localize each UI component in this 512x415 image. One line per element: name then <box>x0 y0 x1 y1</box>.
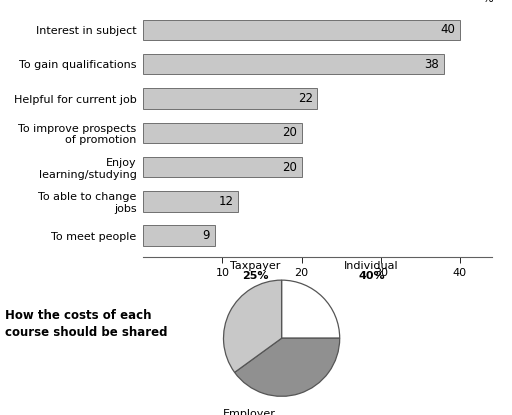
Wedge shape <box>282 280 339 338</box>
Text: 40%: 40% <box>358 271 385 281</box>
Text: 25%: 25% <box>242 271 269 281</box>
Text: Employer: Employer <box>223 409 276 415</box>
Bar <box>143 54 444 75</box>
Text: 20: 20 <box>282 161 297 173</box>
Text: %: % <box>482 0 493 4</box>
Text: 12: 12 <box>219 195 233 208</box>
Bar <box>143 225 215 246</box>
Wedge shape <box>224 280 282 372</box>
Bar <box>143 191 238 212</box>
Text: 38: 38 <box>424 58 439 71</box>
Text: Taxpayer: Taxpayer <box>230 261 281 271</box>
Bar <box>143 157 302 177</box>
Text: 40: 40 <box>440 23 455 37</box>
Bar <box>143 122 302 143</box>
Text: Individual: Individual <box>345 261 399 271</box>
Text: 22: 22 <box>297 92 313 105</box>
Bar <box>143 88 317 109</box>
Text: How the costs of each
course should be shared: How the costs of each course should be s… <box>5 309 167 339</box>
Wedge shape <box>234 338 339 396</box>
Text: 9: 9 <box>202 229 210 242</box>
Text: 20: 20 <box>282 126 297 139</box>
Bar <box>143 20 460 40</box>
